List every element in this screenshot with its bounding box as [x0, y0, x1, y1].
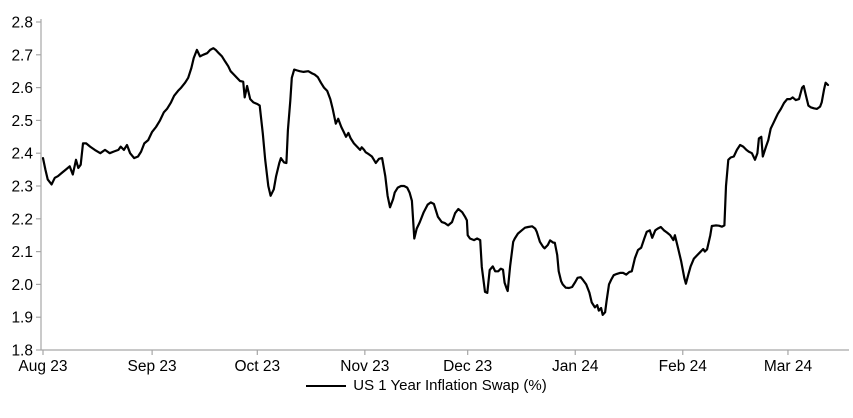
y-tick-label: 2.5	[11, 113, 33, 130]
legend-series-label: US 1 Year Inflation Swap (%)	[353, 377, 547, 394]
y-tick-label: 2.2	[11, 211, 33, 228]
chart-legend: US 1 Year Inflation Swap (%)	[0, 378, 853, 394]
y-tick-label: 2.4	[11, 146, 33, 163]
y-tick-label: 2.3	[11, 179, 33, 196]
y-tick-label: 2.6	[11, 80, 33, 97]
x-tick-label: Nov 23	[340, 358, 389, 375]
y-tick-label: 2.7	[11, 47, 33, 64]
y-tick-label: 1.8	[11, 343, 33, 360]
x-tick-label: Mar 24	[764, 358, 813, 375]
y-tick-label: 2.8	[11, 15, 33, 32]
x-tick-label: Oct 23	[234, 358, 280, 375]
series-line	[41, 47, 830, 316]
x-tick-label: Sep 23	[128, 358, 177, 375]
x-tick-label: Jan 24	[552, 358, 599, 375]
x-tick-label: Dec 23	[443, 358, 492, 375]
x-tick-label: Aug 23	[18, 358, 67, 375]
y-tick-label: 1.9	[11, 310, 33, 327]
x-tick-label: Feb 24	[659, 358, 708, 375]
legend-line-sample	[306, 385, 347, 387]
y-tick-label: 2.1	[11, 244, 33, 261]
y-tick-label: 2.0	[11, 277, 33, 294]
